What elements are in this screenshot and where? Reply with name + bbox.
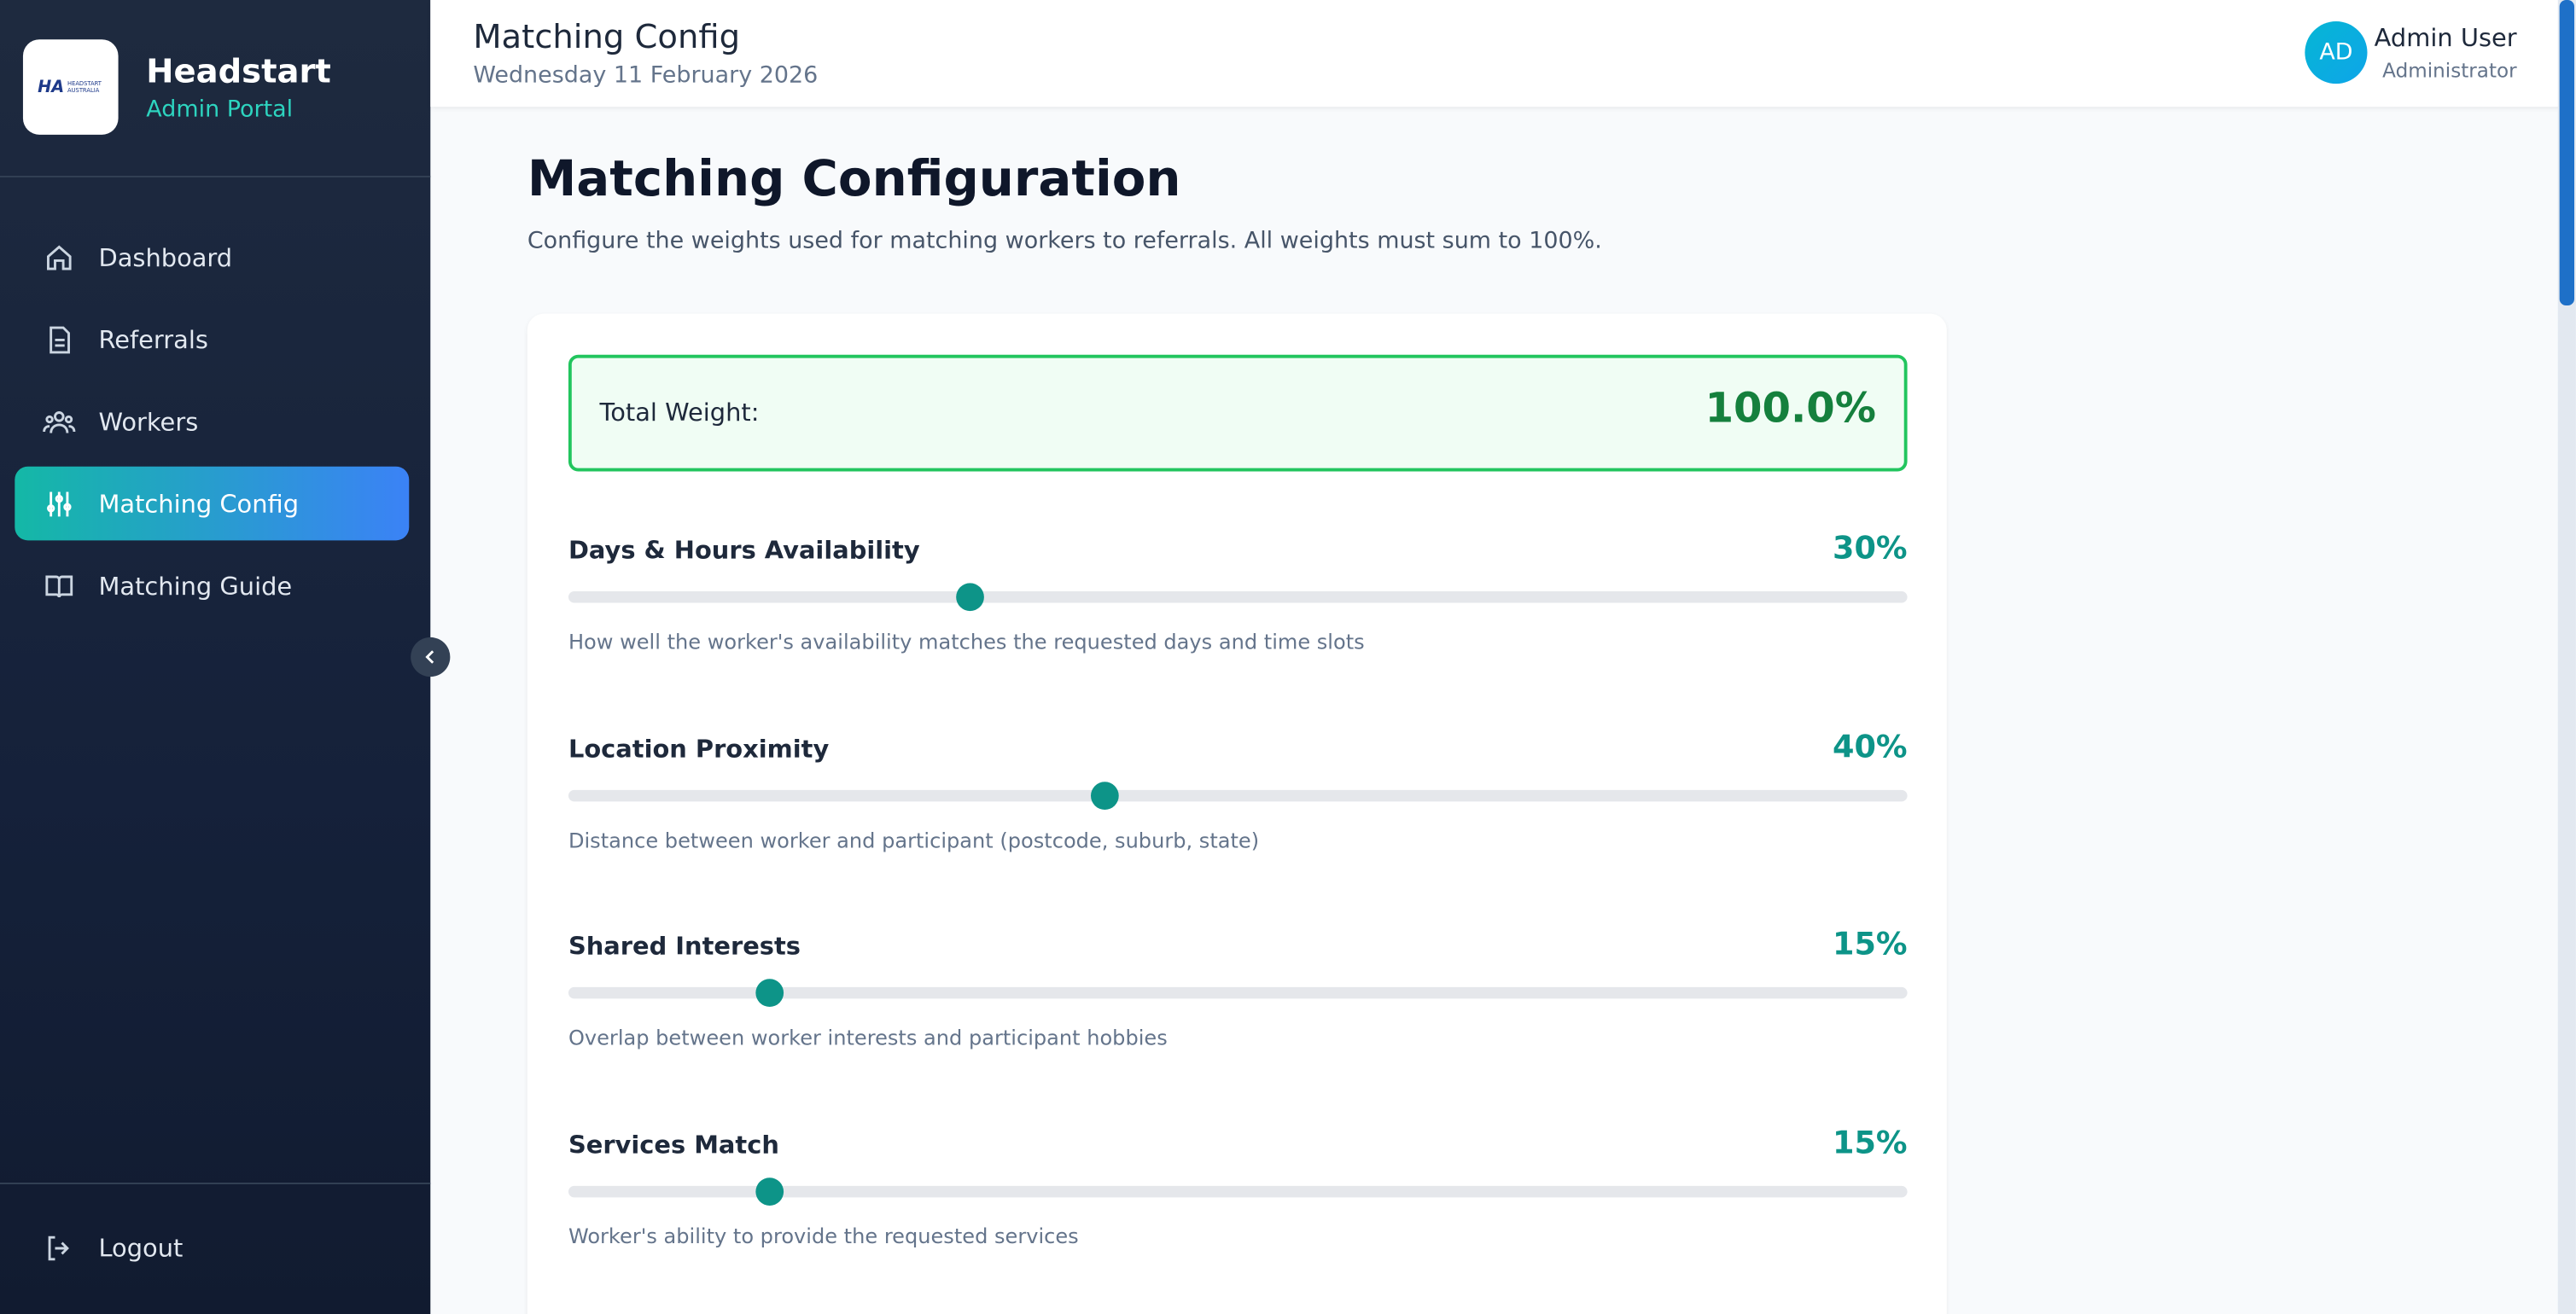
slider-thumb[interactable] [956, 583, 984, 612]
weight-description: Overlap between worker interests and par… [568, 1025, 1168, 1050]
divider [0, 1183, 431, 1184]
logout-label: Logout [98, 1232, 184, 1263]
scrollbar [2557, 0, 2576, 1314]
nav-icon [47, 491, 72, 516]
logo-text: HEADSTART AUSTRALIA [67, 80, 102, 94]
weight-value: 15% [1833, 1124, 1908, 1161]
weight-value: 40% [1833, 728, 1908, 765]
logo: HA HEADSTART AUSTRALIA [22, 39, 119, 135]
weight-description: Worker's ability to provide the requeste… [568, 1223, 1079, 1248]
total-value: 100.0% [1705, 384, 1877, 433]
header-title: Matching Config [473, 16, 741, 56]
nav-label: Dashboard [98, 241, 233, 272]
nav-icon [43, 410, 76, 433]
divider [0, 175, 431, 177]
brand-subtitle: Admin Portal [146, 96, 294, 124]
user-name: Admin User [2374, 22, 2517, 53]
nav-item[interactable]: Dashboard [15, 220, 409, 294]
slider-thumb[interactable] [755, 979, 784, 1008]
avatar[interactable]: AD [2305, 21, 2368, 84]
weight-label: Shared Interests [568, 931, 801, 962]
nav-icon [47, 244, 72, 270]
weight-value: 15% [1833, 926, 1908, 963]
nav-item[interactable]: Matching Config [15, 466, 410, 541]
weight-label: Location Proximity [568, 733, 830, 764]
nav-label: Referrals [98, 324, 208, 354]
brand: Headstart [146, 50, 331, 90]
config-card: Total Weight: 100.0% Days & Hours Availa… [527, 313, 1947, 1314]
logo-mark: HA [38, 78, 65, 96]
weight-description: Distance between worker and participant … [568, 827, 1260, 852]
nav-item[interactable]: Matching Guide [15, 549, 409, 623]
weight-row: Shared Interests 15% Overlap between worke… [568, 927, 1908, 1096]
nav-label: Workers [98, 406, 199, 437]
nav-item[interactable]: Workers [15, 384, 409, 458]
page-description: Configure the weights used for matching … [527, 228, 1602, 255]
scroll-thumb[interactable] [2559, 0, 2575, 306]
nav-item[interactable]: Referrals [15, 302, 409, 376]
slider-thumb[interactable] [755, 1177, 784, 1205]
slider-track[interactable] [568, 986, 1908, 999]
nav-icon [45, 574, 73, 597]
page-title: Matching Configuration [527, 151, 1181, 209]
user-role: Administrator [2382, 59, 2517, 83]
header-date: Wednesday 11 February 2026 [473, 62, 819, 89]
header: Matching Config Wednesday 11 February 20… [430, 0, 2576, 108]
slider-track[interactable] [568, 591, 1908, 603]
sidebar: HA HEADSTART AUSTRALIA Headstart Admin Po… [0, 0, 431, 1314]
nav-icon [50, 325, 70, 353]
slider-track[interactable] [568, 1184, 1908, 1197]
weight-row: Location Proximity 40% Distance between wo… [568, 729, 1908, 898]
total-label: Total Weight: [599, 397, 760, 427]
weight-description: How well the worker's availability match… [568, 629, 1365, 654]
slider-track[interactable] [568, 788, 1908, 801]
weight-label: Services Match [568, 1129, 779, 1160]
weight-row: Days & Hours Availability 30% How well the… [568, 531, 1908, 701]
logout[interactable]: Logout [15, 1211, 409, 1285]
weight-row: Services Match 15% Worker's ability to pro… [568, 1125, 1908, 1294]
total-weight: Total Weight: 100.0% [568, 354, 1908, 472]
nav-label: Matching Guide [98, 570, 293, 601]
collapse-button[interactable] [411, 637, 451, 677]
nav-label: Matching Config [98, 488, 300, 519]
weight-label: Days & Hours Availability [568, 535, 920, 566]
slider-thumb[interactable] [1090, 781, 1118, 810]
weight-value: 30% [1833, 530, 1908, 567]
